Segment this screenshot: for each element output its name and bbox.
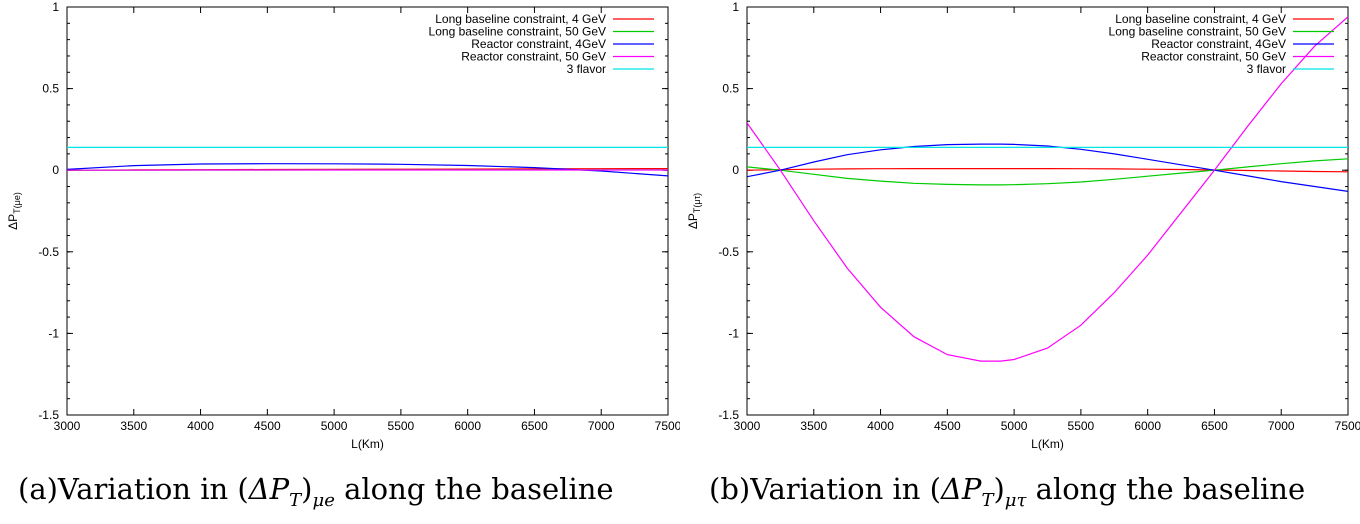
y-tick-label: -0.5: [718, 245, 739, 259]
caption-b-sub: μτ: [1004, 489, 1027, 511]
caption-b-symbol: ΔP: [940, 472, 982, 506]
x-tick-label: 7000: [588, 419, 615, 433]
y-tick-label: 0.5: [722, 82, 739, 96]
x-tick-label: 3500: [800, 419, 827, 433]
x-tick-label: 5500: [1068, 419, 1095, 433]
x-axis-label: L(Km): [351, 437, 384, 451]
x-tick-label: 7000: [1268, 419, 1295, 433]
x-tick-label: 4500: [254, 419, 281, 433]
caption-a-suffix: along the baseline: [334, 472, 614, 506]
y-tick-label: 1: [52, 0, 59, 14]
series-group: [67, 146, 668, 177]
x-tick-label: 3000: [734, 419, 761, 433]
y-tick-label: -1: [728, 326, 739, 340]
series-line-2: [67, 163, 668, 177]
legend-label: Long baseline constraint, 4 GeV: [435, 12, 606, 26]
y-tick-label: -0.5: [38, 245, 59, 259]
x-tick-label: 7500: [655, 419, 680, 433]
y-tick-label: 1: [732, 0, 739, 14]
y-axis-label: ΔPT(μe): [6, 192, 22, 230]
series-line-3: [747, 16, 1348, 362]
x-tick-label: 5000: [321, 419, 348, 433]
plot-frame: [746, 6, 1349, 416]
y-tick-label: -1.5: [718, 408, 739, 422]
y-axis-label-main: ΔP: [6, 214, 20, 230]
x-axis-label: L(Km): [1031, 437, 1064, 451]
caption-b: (b)Variation in (ΔPT)μτ along the baseli…: [709, 472, 1305, 511]
caption-b-close: ): [993, 472, 1005, 506]
caption-a-close: ): [301, 472, 313, 506]
legend-label: Long baseline constraint, 50 GeV: [429, 25, 606, 39]
y-tick-label: 0.5: [42, 82, 59, 96]
series-line-0: [747, 168, 1348, 173]
caption-b-suffix: along the baseline: [1026, 472, 1306, 506]
y-tick-label: -1: [48, 326, 59, 340]
chart-panel-b: 3000 3500 4000 4500 5000 5500 6000 6500 7000 7500…: [680, 0, 1360, 524]
legend-label: Long baseline constraint, 50 GeV: [1109, 25, 1286, 39]
y-tick-label: 0: [52, 163, 59, 177]
x-tick-label: 7500: [1335, 419, 1360, 433]
caption-b-sub-t: T: [981, 489, 994, 511]
chart-b: 3000 3500 4000 4500 5000 5500 6000 6500 7000 7500…: [686, 0, 1360, 451]
series-line-1: [747, 158, 1348, 186]
caption-a: (a)Variation in (ΔPT)μe along the baseli…: [18, 472, 614, 511]
x-tick-label: 6500: [1201, 419, 1228, 433]
legend-label: Reactor constraint, 50 GeV: [1141, 50, 1286, 64]
legend-label: Reactor constraint, 4GeV: [1151, 37, 1286, 51]
caption-b-prefix: (b)Variation in (: [709, 472, 941, 506]
legend-label: Reactor constraint, 50 GeV: [461, 50, 606, 64]
series-line-2: [747, 143, 1348, 192]
caption-a-prefix: (a)Variation in (: [18, 472, 249, 506]
y-axis-label: ΔPT(μτ): [686, 193, 702, 229]
x-tick-label: 6000: [454, 419, 481, 433]
caption-a-symbol: ΔP: [248, 472, 290, 506]
x-tick-label: 5500: [388, 419, 415, 433]
caption-a-sub-t: T: [289, 489, 302, 511]
y-axis-label-sub: T(μτ): [692, 193, 702, 213]
y-tick-label: 0: [732, 163, 739, 177]
chart-panel-a: 3000 3500 4000 4500 5000 5500 6000 6500 7000 7500…: [6, 0, 680, 451]
x-tick-label: 3000: [54, 419, 81, 433]
legend-label: 3 flavor: [1247, 62, 1286, 76]
caption-a-sub: μe: [312, 489, 335, 511]
y-axis-label-main: ΔP: [686, 213, 700, 229]
y-axis-label-sub: T(μe): [12, 192, 22, 214]
x-tick-label: 4500: [934, 419, 961, 433]
legend-label: Reactor constraint, 4GeV: [471, 37, 606, 51]
series-group: [747, 16, 1348, 362]
x-tick-label: 5000: [1001, 419, 1028, 433]
legend-label: Long baseline constraint, 4 GeV: [1115, 12, 1286, 26]
x-tick-label: 3500: [120, 419, 147, 433]
y-tick-label: -1.5: [38, 408, 59, 422]
plot-frame: [66, 6, 669, 416]
x-tick-label: 6000: [1134, 419, 1161, 433]
x-tick-label: 6500: [521, 419, 548, 433]
legend-label: 3 flavor: [567, 62, 606, 76]
x-tick-label: 4000: [187, 419, 214, 433]
chart-a: 3000 3500 4000 4500 5000 5500 6000 6500 7000 7500…: [6, 0, 680, 451]
x-tick-label: 4000: [867, 419, 894, 433]
